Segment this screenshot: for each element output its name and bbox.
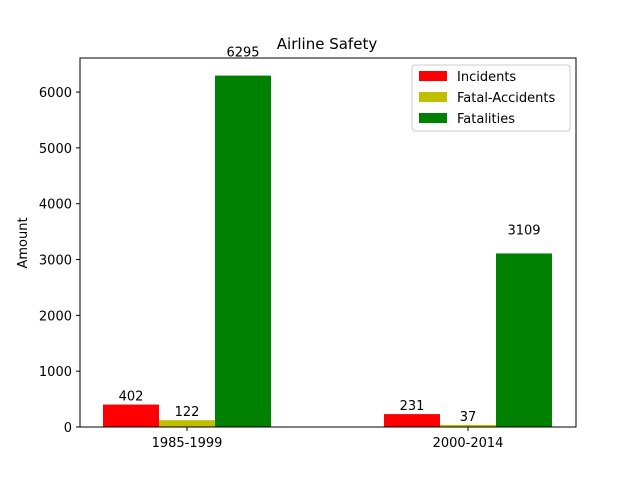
data-label-fatalities-2: 3109 (507, 223, 540, 238)
bar-fatal-accidents-2 (440, 424, 496, 427)
bar-incidents-2 (384, 414, 440, 427)
legend-swatch-incidents (419, 71, 447, 81)
axes-frame (79, 57, 577, 428)
y-tick-label: 6000 (39, 86, 72, 101)
x-tick-label: 1985-1999 (152, 436, 223, 451)
x-tick-label: 2000-2014 (433, 436, 504, 451)
plot-area: 402 231 122 37 6295 3109 0 1000 2000 3000 4000 5000… (39, 46, 577, 451)
bar-fatalities-2 (496, 253, 552, 427)
legend-label-fatal-accidents: Fatal-Accidents (457, 91, 555, 106)
bar-fatal-accidents-1 (159, 420, 215, 427)
y-tick-label: 2000 (39, 309, 72, 324)
y-tick-label: 4000 (39, 198, 72, 213)
y-tick-label: 5000 (39, 142, 72, 157)
bar-incidents-1 (103, 404, 159, 427)
y-tick-label: 1000 (39, 365, 72, 380)
data-label-fatalities-1: 6295 (226, 46, 259, 61)
data-label-incidents-1: 402 (119, 390, 144, 405)
legend-label-fatalities: Fatalities (457, 112, 515, 127)
legend-label-incidents: Incidents (457, 70, 516, 85)
legend-swatch-fatal-accidents (419, 92, 447, 102)
y-tick-label: 3000 (39, 254, 72, 269)
legend-box (411, 64, 571, 132)
chart-title: Airline Safety (277, 35, 378, 53)
y-tick-label: 0 (64, 421, 72, 436)
legend: Incidents Fatal-Accidents Fatalities (411, 64, 571, 132)
legend-swatch-fatalities (419, 113, 447, 123)
data-label-incidents-2: 231 (400, 399, 425, 414)
y-axis-label: Amount (16, 217, 31, 268)
bar-fatalities-1 (215, 75, 271, 427)
data-label-fatal-accidents-2: 37 (460, 410, 477, 425)
data-label-fatal-accidents-1: 122 (175, 405, 200, 420)
